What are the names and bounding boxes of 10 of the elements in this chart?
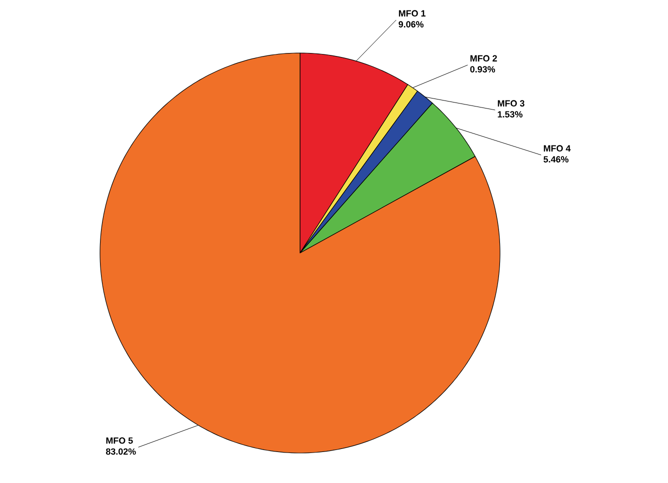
slice-label: MFO 4 [544, 145, 571, 152]
data-label: 9.06% [398, 21, 424, 28]
slice-label: MFO 3 [498, 100, 524, 107]
data-label: 0.93% [470, 66, 496, 72]
data-label: 1.53% [498, 111, 522, 118]
data-label: 5.46% [544, 156, 568, 162]
slice-label: MFO 1 [398, 10, 426, 17]
data-label: 83.02% [106, 448, 136, 455]
slice-label: MFO 5 [106, 437, 133, 444]
slice-label: MFO 2 [470, 55, 497, 62]
